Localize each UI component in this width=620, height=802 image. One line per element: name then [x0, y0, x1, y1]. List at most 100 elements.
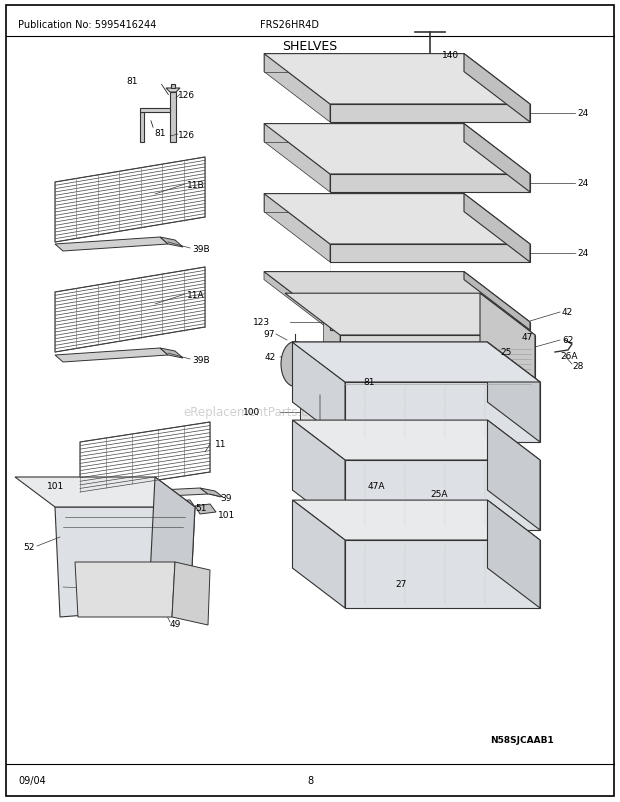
- Text: 11A: 11A: [187, 291, 205, 300]
- Polygon shape: [293, 342, 540, 383]
- Polygon shape: [140, 109, 170, 113]
- Polygon shape: [80, 423, 210, 492]
- Text: 81: 81: [126, 76, 138, 85]
- Polygon shape: [75, 562, 175, 618]
- Text: 47: 47: [522, 333, 533, 342]
- Polygon shape: [285, 294, 535, 335]
- Text: 24: 24: [577, 249, 588, 258]
- Polygon shape: [55, 268, 205, 353]
- Text: 52: 52: [24, 543, 35, 552]
- Text: 123: 123: [253, 318, 270, 327]
- Ellipse shape: [281, 342, 309, 387]
- Text: 49: 49: [170, 620, 182, 629]
- Text: 26A: 26A: [560, 352, 577, 361]
- Text: FRS26HR4D: FRS26HR4D: [260, 20, 319, 30]
- Text: 27: 27: [395, 580, 406, 589]
- Polygon shape: [166, 89, 180, 93]
- Polygon shape: [264, 194, 464, 213]
- Text: 62: 62: [562, 336, 574, 345]
- Text: 11: 11: [215, 440, 226, 449]
- Polygon shape: [264, 272, 530, 322]
- Text: 28: 28: [572, 362, 583, 371]
- Polygon shape: [293, 420, 345, 530]
- Text: eReplacementParts.com: eReplacementParts.com: [184, 406, 327, 419]
- Polygon shape: [171, 85, 175, 89]
- Polygon shape: [200, 488, 223, 497]
- Text: SHELVES: SHELVES: [282, 39, 338, 52]
- Polygon shape: [487, 342, 540, 443]
- Polygon shape: [264, 124, 330, 192]
- Polygon shape: [345, 541, 540, 608]
- Polygon shape: [170, 93, 176, 143]
- Text: 39: 39: [220, 494, 231, 503]
- Polygon shape: [345, 460, 540, 530]
- Text: 42: 42: [562, 308, 574, 317]
- Polygon shape: [195, 504, 216, 514]
- Text: 24: 24: [577, 109, 588, 119]
- Text: 47A: 47A: [368, 482, 386, 491]
- Text: 101: 101: [46, 482, 64, 491]
- Polygon shape: [264, 55, 530, 105]
- Polygon shape: [150, 477, 195, 607]
- Polygon shape: [80, 488, 208, 500]
- Polygon shape: [480, 294, 535, 391]
- Polygon shape: [264, 272, 330, 330]
- Polygon shape: [330, 175, 530, 192]
- Polygon shape: [55, 508, 195, 618]
- Polygon shape: [293, 342, 345, 443]
- Text: 39B: 39B: [192, 356, 210, 365]
- Text: 25: 25: [500, 348, 511, 357]
- Polygon shape: [264, 194, 530, 245]
- Polygon shape: [55, 237, 168, 252]
- Text: 81: 81: [154, 128, 166, 137]
- Polygon shape: [464, 194, 530, 263]
- Text: 51: 51: [195, 504, 206, 512]
- Text: 126: 126: [178, 91, 195, 99]
- Polygon shape: [464, 55, 530, 123]
- Text: 101: 101: [218, 510, 235, 519]
- Polygon shape: [292, 342, 540, 383]
- Polygon shape: [345, 383, 540, 443]
- Polygon shape: [293, 500, 540, 541]
- Text: 81: 81: [363, 378, 374, 387]
- Text: 126: 126: [178, 131, 195, 140]
- Text: 140: 140: [442, 51, 459, 59]
- Polygon shape: [172, 562, 210, 626]
- Polygon shape: [340, 335, 535, 391]
- Polygon shape: [264, 124, 464, 143]
- Polygon shape: [330, 245, 530, 263]
- Polygon shape: [155, 500, 195, 509]
- Text: Publication No: 5995416244: Publication No: 5995416244: [18, 20, 156, 30]
- Polygon shape: [264, 55, 330, 123]
- Text: 42: 42: [265, 353, 277, 362]
- Polygon shape: [55, 349, 168, 363]
- Polygon shape: [464, 124, 530, 192]
- Text: 39B: 39B: [192, 245, 210, 254]
- Text: 24: 24: [577, 180, 588, 188]
- Polygon shape: [55, 158, 205, 243]
- Polygon shape: [487, 500, 540, 608]
- Polygon shape: [330, 322, 530, 330]
- Polygon shape: [324, 323, 340, 391]
- Polygon shape: [300, 388, 340, 452]
- Text: N58SJCAAB1: N58SJCAAB1: [490, 735, 554, 744]
- Polygon shape: [487, 420, 540, 530]
- Polygon shape: [464, 272, 530, 330]
- Text: 11B: 11B: [187, 180, 205, 189]
- Text: 100: 100: [243, 408, 260, 417]
- Polygon shape: [15, 477, 195, 508]
- Polygon shape: [264, 55, 464, 72]
- Polygon shape: [330, 105, 530, 123]
- Polygon shape: [264, 124, 530, 175]
- Polygon shape: [293, 500, 345, 608]
- Text: 8: 8: [307, 775, 313, 785]
- Polygon shape: [140, 113, 144, 143]
- Text: 09/04: 09/04: [18, 775, 46, 785]
- Text: 25A: 25A: [430, 490, 448, 499]
- Text: 97: 97: [264, 330, 275, 339]
- Polygon shape: [160, 237, 183, 248]
- Polygon shape: [264, 194, 330, 263]
- Polygon shape: [293, 420, 540, 460]
- Polygon shape: [160, 349, 183, 358]
- Polygon shape: [82, 482, 100, 498]
